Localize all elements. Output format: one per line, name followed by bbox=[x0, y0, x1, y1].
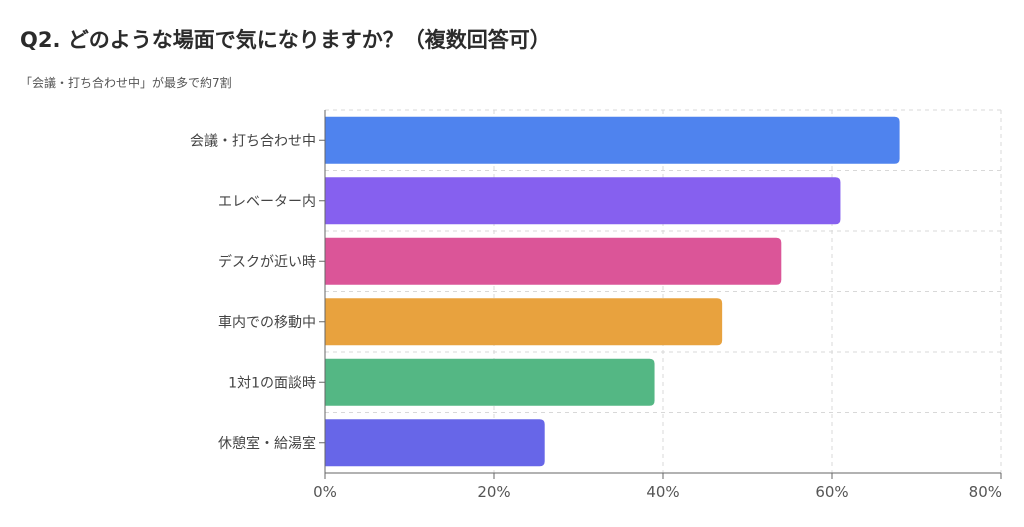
x-tick-label: 20% bbox=[477, 483, 510, 501]
chart-subtitle: 「会議・打ち合わせ中」が最多で約7割 bbox=[20, 76, 232, 90]
x-tick-label: 0% bbox=[313, 483, 337, 501]
bar-3 bbox=[325, 237, 782, 285]
tick-labels: 0% 20% 40% 60% 80% 会議・打ち合わせ中エレベーター内デスクが近い時車内で… bbox=[190, 132, 1002, 501]
grid bbox=[325, 109, 1002, 474]
y-tick-label: デスクが近い時 bbox=[218, 253, 316, 270]
bar-4 bbox=[325, 298, 723, 346]
y-tick-label: エレベーター内 bbox=[218, 194, 316, 210]
bar-5 bbox=[325, 358, 655, 406]
chart-title: Q2. どのような場面で気になりますか？（複数回答可） bbox=[20, 28, 551, 52]
y-tick-label: 休憩室・給湯室 bbox=[218, 435, 316, 452]
bars bbox=[325, 116, 900, 467]
bar-6 bbox=[325, 419, 545, 467]
bar-1 bbox=[325, 116, 900, 164]
bar-2 bbox=[325, 177, 841, 225]
y-tick-label: 1対1の面談時 bbox=[228, 375, 316, 391]
y-tick-label: 会議・打ち合わせ中 bbox=[190, 132, 316, 149]
y-tick-label: 車内での移動中 bbox=[218, 314, 316, 331]
x-tick-label: 80% bbox=[969, 483, 1002, 501]
x-tick-label: 60% bbox=[815, 483, 848, 501]
axes bbox=[319, 110, 1002, 479]
x-tick-label: 40% bbox=[646, 483, 679, 501]
